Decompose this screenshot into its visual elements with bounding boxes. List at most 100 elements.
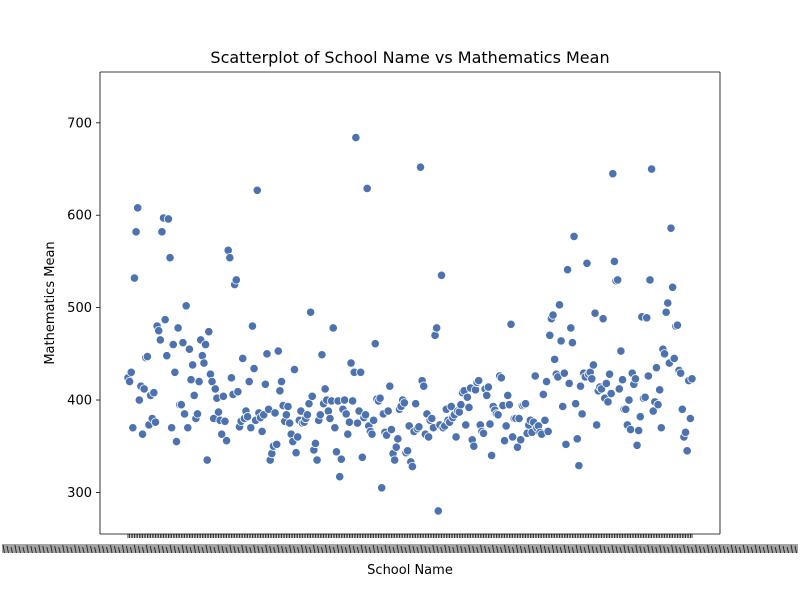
- scatter-point: [487, 450, 497, 461]
- scatter-point: [244, 376, 254, 387]
- scatter-point: [414, 422, 424, 432]
- x-tick-label-glyph: [309, 546, 312, 554]
- x-tick-label-glyph: [655, 546, 658, 554]
- x-tick-label-glyph: [129, 546, 133, 554]
- x-tick-label-glyph: [476, 546, 479, 554]
- x-tick-label-glyph: [667, 546, 670, 554]
- y-axis-title: Mathematics Mean: [43, 241, 58, 364]
- x-tick-label-glyph: [30, 545, 33, 554]
- x-tick-label-glyph: [14, 544, 17, 554]
- scatter-point: [306, 307, 316, 317]
- scatter-point: [315, 410, 325, 420]
- x-tick-label-glyph: [328, 545, 332, 554]
- x-tick-label-glyph: [627, 545, 630, 554]
- scatter-point: [501, 421, 511, 431]
- x-tick-label-glyph: [480, 544, 483, 554]
- x-tick-label-glyph: [659, 544, 662, 554]
- x-tick-label-glyph: [18, 545, 21, 554]
- x-tick-label-glyph: [241, 544, 244, 554]
- x-tick-label-glyph: [428, 546, 431, 554]
- y-tick-label: 300: [67, 486, 92, 501]
- x-tick-label-glyph: [730, 544, 734, 554]
- x-tick-label-glyph: [380, 546, 384, 554]
- x-tick-label-glyph: [137, 545, 141, 554]
- x-tick-label-glyph: [523, 546, 527, 554]
- scatter-point: [482, 390, 492, 400]
- x-tick-label-glyph: [508, 545, 511, 554]
- scatter-point: [176, 400, 186, 410]
- scatter-point: [142, 351, 152, 362]
- scatter-point: [613, 275, 623, 285]
- x-tick-label-glyph: [647, 544, 650, 554]
- x-tick-label-glyph: [599, 544, 602, 554]
- x-tick-label-glyph: [683, 544, 686, 554]
- x-tick-label-glyph: [707, 544, 710, 554]
- x-tick-label-glyph: [213, 546, 216, 554]
- scatter-point: [247, 321, 258, 331]
- scatter-point: [157, 227, 167, 237]
- scatter-point: [233, 387, 243, 397]
- scatter-point: [646, 164, 657, 174]
- x-tick-label-glyph: [54, 545, 57, 554]
- scatter-point: [588, 360, 599, 370]
- scatter-point: [154, 326, 164, 336]
- scatter-point: [357, 452, 367, 462]
- x-tick-label-glyph: [675, 545, 678, 554]
- x-tick-label-glyph: [547, 546, 551, 554]
- scatter-point: [538, 389, 548, 400]
- x-tick-label-glyph: [543, 545, 547, 554]
- x-tick-label-glyph: [571, 546, 575, 554]
- scatter-point: [283, 401, 293, 412]
- scatter-point: [273, 346, 283, 356]
- scatter-point: [293, 432, 303, 442]
- scatter-point: [419, 381, 429, 391]
- scatter-point: [197, 351, 207, 361]
- scatter-point: [677, 404, 687, 414]
- x-tick-label-glyph: [209, 545, 212, 554]
- scatter-point: [328, 323, 338, 333]
- x-tick-label-glyph: [472, 545, 475, 554]
- x-tick-label-glyph: [774, 546, 778, 554]
- x-tick-label-glyph: [237, 546, 240, 554]
- scatter-point: [556, 336, 566, 346]
- scatter-point: [226, 373, 237, 383]
- scatter-point: [249, 364, 259, 374]
- scatter-point: [506, 319, 516, 329]
- scatter-point: [499, 436, 510, 446]
- y-tick-label: 500: [67, 301, 92, 316]
- scatter-point: [669, 353, 679, 364]
- x-tick-label-glyph: [305, 545, 308, 554]
- x-tick-label-glyph: [639, 545, 642, 554]
- x-tick-label-glyph: [444, 544, 447, 554]
- scatter-point: [680, 427, 691, 437]
- scatter-point: [367, 429, 377, 439]
- scatter-point: [642, 313, 652, 323]
- x-tick-label-glyph: [460, 545, 463, 554]
- x-tick-label-glyph: [181, 544, 185, 554]
- x-tick-label-glyph: [794, 545, 797, 554]
- scatter-point: [616, 346, 626, 356]
- scatter-point: [592, 420, 602, 430]
- x-tick-label-glyph: [452, 546, 455, 554]
- scatter-point: [496, 373, 506, 383]
- x-tick-label-glyph: [512, 546, 515, 554]
- scatter-point: [341, 409, 351, 419]
- scatter-point: [571, 399, 581, 409]
- scatter-point: [167, 423, 177, 433]
- x-tick-label-glyph: [86, 544, 89, 554]
- scatter-point: [170, 367, 180, 377]
- x-tick-label-glyph: [591, 545, 594, 554]
- x-tick-label-glyph: [360, 544, 364, 554]
- y-tick-label: 400: [67, 394, 92, 409]
- x-tick-label-glyph: [344, 546, 348, 554]
- scatter-point: [183, 423, 193, 433]
- scatter-point: [383, 406, 393, 416]
- x-tick-label-glyph: [324, 544, 328, 554]
- x-tick-label-glyph: [631, 546, 634, 554]
- x-tick-label-glyph: [189, 546, 192, 554]
- scatter-point: [386, 424, 397, 435]
- scatter-point: [356, 367, 366, 377]
- x-tick-label-glyph: [340, 545, 344, 554]
- scatter-point: [572, 434, 582, 444]
- x-tick-label-glyph: [710, 545, 714, 554]
